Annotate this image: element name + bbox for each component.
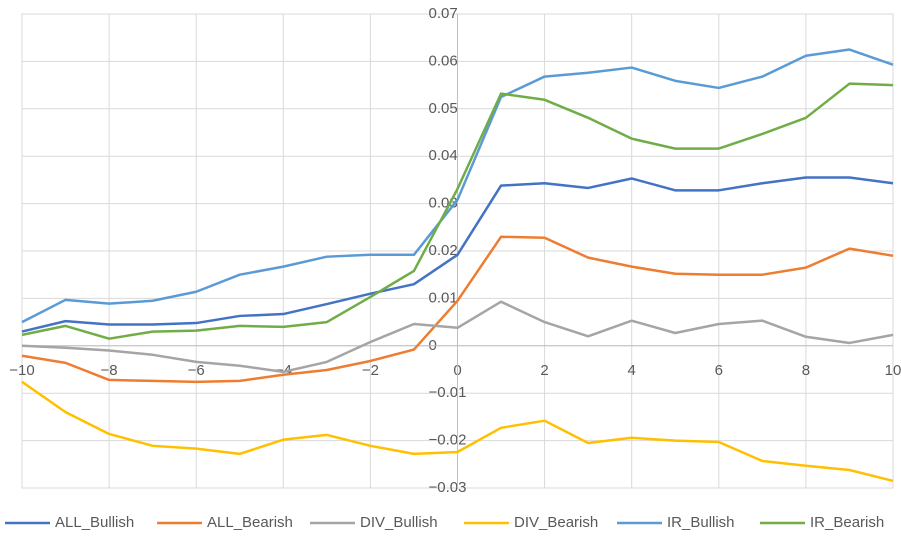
y-tick-label: 0.07: [429, 5, 458, 22]
legend-label: DIV_Bullish: [360, 514, 438, 531]
legend-label: ALL_Bullish: [55, 514, 134, 531]
x-tick-label: −8: [101, 362, 118, 379]
series-line: [21, 380, 894, 483]
y-tick-label: −0.02: [429, 432, 467, 449]
legend-label: IR_Bearish: [810, 514, 884, 531]
y-tick-label: −0.01: [429, 384, 467, 401]
y-tick-label: 0: [429, 337, 437, 354]
y-tick-label: 0.01: [429, 289, 458, 306]
x-tick-label: 4: [628, 362, 636, 379]
series-line: [21, 176, 894, 333]
x-tick-label: −10: [9, 362, 34, 379]
series-line: [21, 82, 894, 340]
y-tick-label: 0.05: [429, 100, 458, 117]
series-line: [21, 235, 894, 384]
x-tick-label: 8: [802, 362, 810, 379]
legend-label: DIV_Bearish: [514, 514, 598, 531]
series-line: [21, 300, 894, 374]
y-tick-label: 0.06: [429, 52, 458, 69]
y-tick-label: 0.02: [429, 242, 458, 259]
series-line: [21, 48, 894, 324]
y-tick-label: −0.03: [429, 479, 467, 496]
x-tick-label: 6: [715, 362, 723, 379]
legend-label: ALL_Bearish: [207, 514, 293, 531]
x-tick-label: −2: [362, 362, 379, 379]
x-tick-label: 2: [540, 362, 548, 379]
y-tick-label: 0.04: [429, 147, 458, 164]
x-tick-label: −6: [188, 362, 205, 379]
x-tick-label: 10: [885, 362, 901, 379]
legend-label: IR_Bullish: [667, 514, 735, 531]
